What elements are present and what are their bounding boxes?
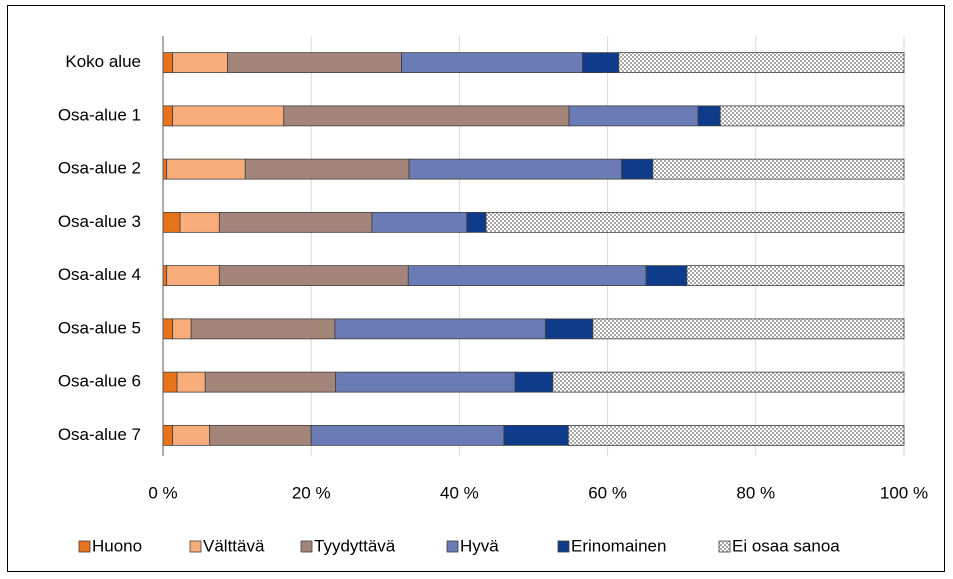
bar-segment bbox=[567, 424, 905, 446]
bar-segment bbox=[401, 52, 583, 74]
bar-segment bbox=[162, 105, 174, 127]
bar-segment bbox=[544, 318, 594, 340]
bar-segment bbox=[166, 265, 220, 287]
frame bbox=[7, 5, 945, 572]
y-tick-label: Osa-alue 6 bbox=[58, 372, 141, 391]
bar-segment bbox=[204, 371, 337, 393]
legend-label: Huono bbox=[92, 536, 142, 555]
bar-segment bbox=[190, 318, 336, 340]
bar-segment bbox=[485, 211, 905, 233]
bar-segment bbox=[209, 424, 312, 446]
bar-segment bbox=[227, 52, 403, 74]
bar-segment bbox=[621, 158, 654, 180]
legend-label: Tyydyttävä bbox=[314, 536, 396, 555]
x-tick-label: 100 % bbox=[880, 483, 928, 502]
bar-segment bbox=[503, 424, 569, 446]
bar-segment bbox=[172, 424, 211, 446]
bar-segment bbox=[162, 265, 168, 287]
x-tick-label: 40 % bbox=[440, 483, 479, 502]
y-tick-label: Osa-alue 3 bbox=[58, 212, 141, 231]
bar-segment bbox=[162, 424, 174, 446]
bar-segment bbox=[582, 52, 620, 74]
bar-segment bbox=[162, 52, 174, 74]
bar-segment bbox=[466, 211, 487, 233]
bar-segment bbox=[283, 105, 570, 127]
bar-segment bbox=[697, 105, 721, 127]
legend-swatch bbox=[78, 540, 91, 553]
bar-segment bbox=[162, 318, 174, 340]
bar-segment bbox=[568, 105, 699, 127]
bar-segment bbox=[218, 211, 373, 233]
bar-segment bbox=[686, 265, 905, 287]
bar-segment bbox=[334, 318, 546, 340]
x-tick-label: 20 % bbox=[292, 483, 331, 502]
bar-segment bbox=[162, 371, 178, 393]
x-tick-label: 80 % bbox=[736, 483, 775, 502]
bar-segment bbox=[408, 158, 623, 180]
bar-segment bbox=[371, 211, 468, 233]
bar-segment bbox=[407, 265, 647, 287]
bar-segment bbox=[166, 158, 246, 180]
bar-segment bbox=[514, 371, 554, 393]
y-tick-label: Koko alue bbox=[65, 52, 141, 71]
bar-segment bbox=[172, 105, 285, 127]
legend-label: Erinomainen bbox=[571, 536, 666, 555]
legend-swatch bbox=[557, 540, 570, 553]
bar-segment bbox=[592, 318, 905, 340]
bar-segment bbox=[618, 52, 905, 74]
legend-label: Ei osaa sanoa bbox=[732, 536, 840, 555]
bar-segment bbox=[162, 158, 168, 180]
y-tick-label: Osa-alue 2 bbox=[58, 159, 141, 178]
legend-swatch bbox=[300, 540, 313, 553]
bar-segment bbox=[162, 211, 181, 233]
y-tick-label: Osa-alue 1 bbox=[58, 105, 141, 124]
x-tick-label: 60 % bbox=[588, 483, 627, 502]
bar-segment bbox=[179, 211, 220, 233]
bar-segment bbox=[719, 105, 905, 127]
y-tick-label: Osa-alue 5 bbox=[58, 318, 141, 337]
bar-segment bbox=[652, 158, 905, 180]
bar-segment bbox=[552, 371, 905, 393]
bar-segment bbox=[645, 265, 688, 287]
legend-swatch bbox=[189, 540, 202, 553]
bar-segment bbox=[218, 265, 409, 287]
x-tick-label: 0 % bbox=[148, 483, 177, 502]
bar-segment bbox=[244, 158, 410, 180]
bar-segment bbox=[172, 52, 228, 74]
legend-label: Hyvä bbox=[460, 536, 499, 555]
y-tick-label: Osa-alue 4 bbox=[58, 265, 141, 284]
bar-segment bbox=[176, 371, 206, 393]
bar-segment bbox=[310, 424, 505, 446]
legend-label: Välttävä bbox=[203, 536, 265, 555]
bar-segment bbox=[335, 371, 516, 393]
bar-segment bbox=[172, 318, 192, 340]
legend-swatch bbox=[446, 540, 459, 553]
legend-swatch bbox=[718, 540, 731, 553]
y-tick-label: Osa-alue 7 bbox=[58, 425, 141, 444]
